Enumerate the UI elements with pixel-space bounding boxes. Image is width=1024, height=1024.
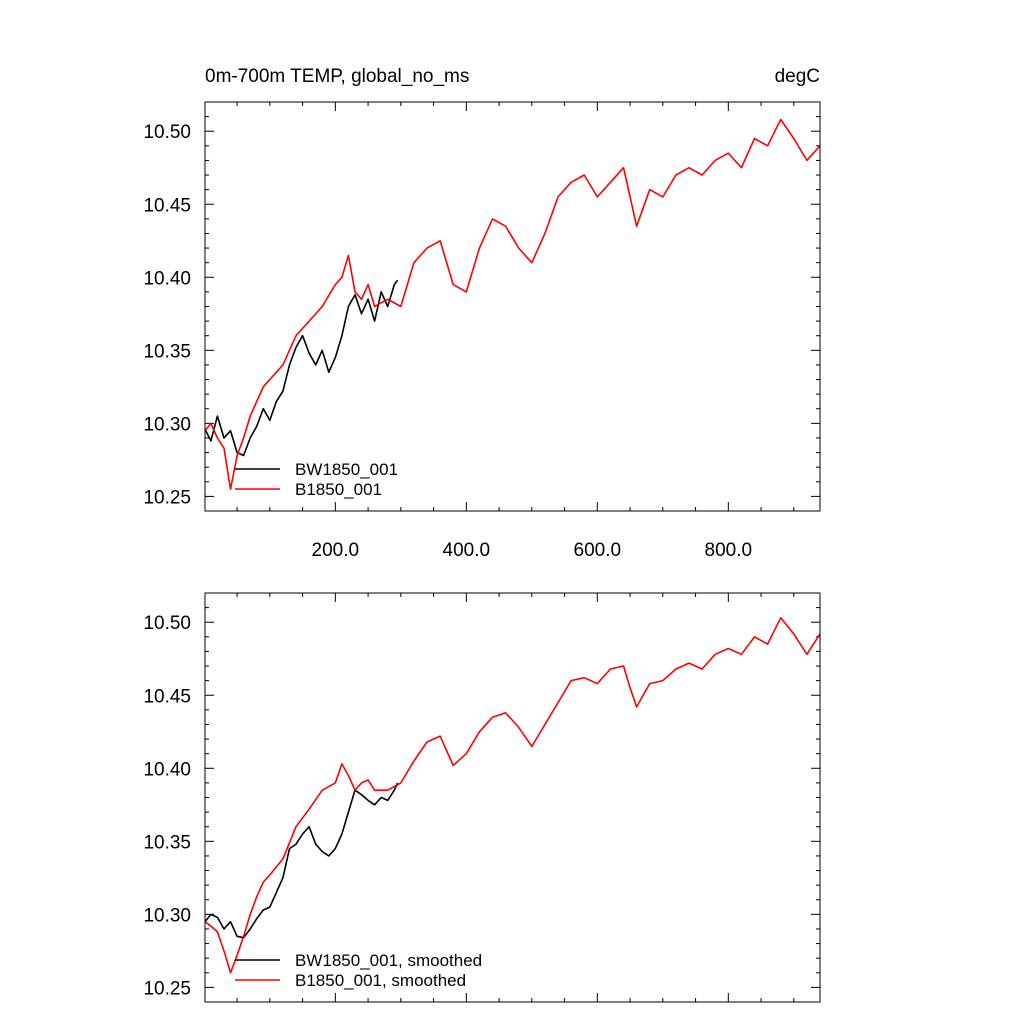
y-tick-label: 10.35 xyxy=(143,341,191,362)
y-tick-label: 10.30 xyxy=(143,414,191,435)
y-tick-label: 10.45 xyxy=(143,195,191,216)
chart-units: degC xyxy=(775,66,820,87)
series-line-0 xyxy=(204,279,399,457)
y-tick-label: 10.25 xyxy=(143,978,191,999)
y-tick-label: 10.50 xyxy=(143,613,191,634)
chart-title: 0m-700m TEMP, global_no_ms xyxy=(205,66,469,87)
plot-frame xyxy=(204,592,821,1003)
y-tick-label: 10.30 xyxy=(143,905,191,926)
y-tick-label: 10.40 xyxy=(143,759,191,780)
bottom-chart-panel: 10.25 10.30 10.35 10.40 10.45 10.50 BW1850_00… xyxy=(143,592,821,1003)
y-tick-label: 10.35 xyxy=(143,832,191,853)
y-tick-label: 10.45 xyxy=(143,686,191,707)
x-tick-label: 800.0 xyxy=(705,540,753,561)
series-line-0 xyxy=(204,782,399,939)
series-line-1 xyxy=(204,616,821,974)
legend-label: BW1850_001 xyxy=(295,460,398,479)
y-tick-label: 10.50 xyxy=(143,122,191,143)
x-tick-label: 200.0 xyxy=(312,540,360,561)
y-tick-label: 10.25 xyxy=(143,487,191,508)
legend-label: BW1850_001, smoothed xyxy=(295,951,482,970)
plot-frame xyxy=(204,101,821,512)
series-line-1 xyxy=(204,118,821,490)
x-tick-label: 600.0 xyxy=(574,540,622,561)
x-tick-label: 400.0 xyxy=(443,540,491,561)
y-tick-label: 10.40 xyxy=(143,268,191,289)
legend-label: B1850_001, smoothed xyxy=(295,971,466,990)
top-chart-panel: 0m-700m TEMP, global_no_ms degC 10.25 10.… xyxy=(143,66,821,561)
legend-label: B1850_001 xyxy=(295,480,382,499)
